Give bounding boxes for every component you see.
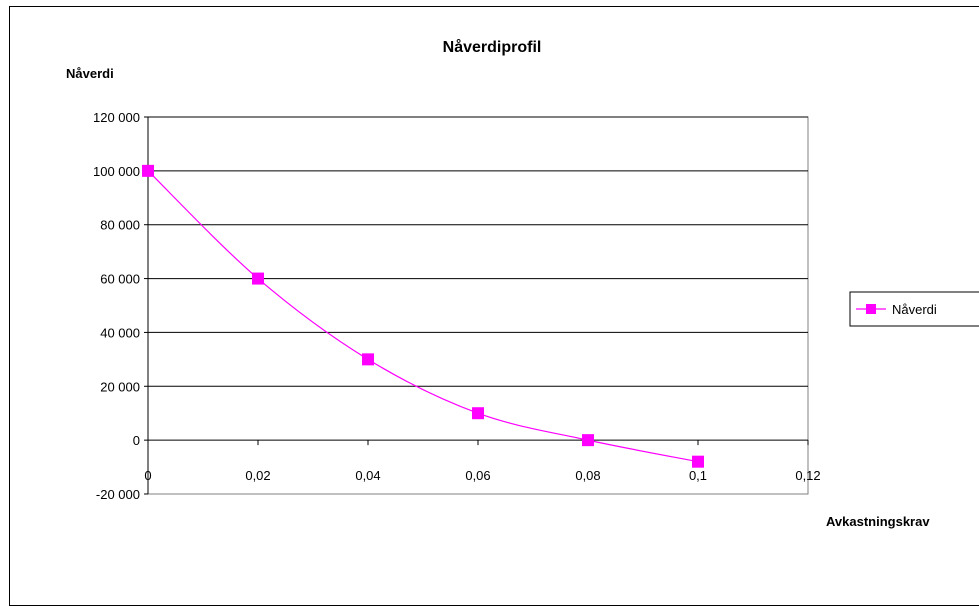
x-tick-label: 0,02 (245, 468, 270, 483)
y-tick-label: 40 000 (100, 325, 140, 340)
x-tick-label: 0,06 (465, 468, 490, 483)
y-tick-label: 20 000 (100, 379, 140, 394)
data-point-3 (472, 407, 484, 420)
y-tick-label: 100 000 (93, 164, 140, 179)
gridlines (148, 116, 808, 387)
data-point-1 (252, 272, 264, 285)
x-tick-labels: 0 0,02 0,04 0,06 0,08 0,1 0,12 (144, 468, 820, 483)
legend: Nåverdi (849, 291, 979, 327)
x-tick-label: 0 (144, 468, 151, 483)
data-point-0 (142, 164, 154, 177)
chart-title: Nåverdiprofil (443, 38, 542, 56)
y-tick-label: 0 (133, 433, 140, 448)
chart-area (9, 6, 979, 606)
data-point-5 (692, 455, 704, 468)
data-point-2 (362, 353, 374, 366)
y-tick-label: -20 000 (96, 487, 140, 502)
plot-area (147, 116, 809, 495)
legend-marker-swatch (866, 304, 876, 314)
x-axis-title: Avkastningskrav (826, 514, 930, 529)
y-tick-labels: -20 000 0 20 000 40 000 60 000 80 000 100 000 1… (93, 110, 140, 502)
legend-label: Nåverdi (892, 302, 937, 317)
x-tick-label: 0,04 (355, 468, 380, 483)
x-tick-label: 0,12 (795, 468, 820, 483)
series-line (147, 170, 699, 463)
x-tick-label: 0,08 (575, 468, 600, 483)
y-tick-label: 60 000 (100, 272, 140, 287)
axes (144, 116, 809, 495)
y-tick-label: 80 000 (100, 218, 140, 233)
y-tick-label: 120 000 (93, 110, 140, 125)
x-tick-label: 0,1 (689, 468, 707, 483)
y-axis-title: Nåverdi (66, 66, 114, 81)
data-point-4 (582, 434, 594, 447)
series-nåverdi (142, 164, 704, 468)
